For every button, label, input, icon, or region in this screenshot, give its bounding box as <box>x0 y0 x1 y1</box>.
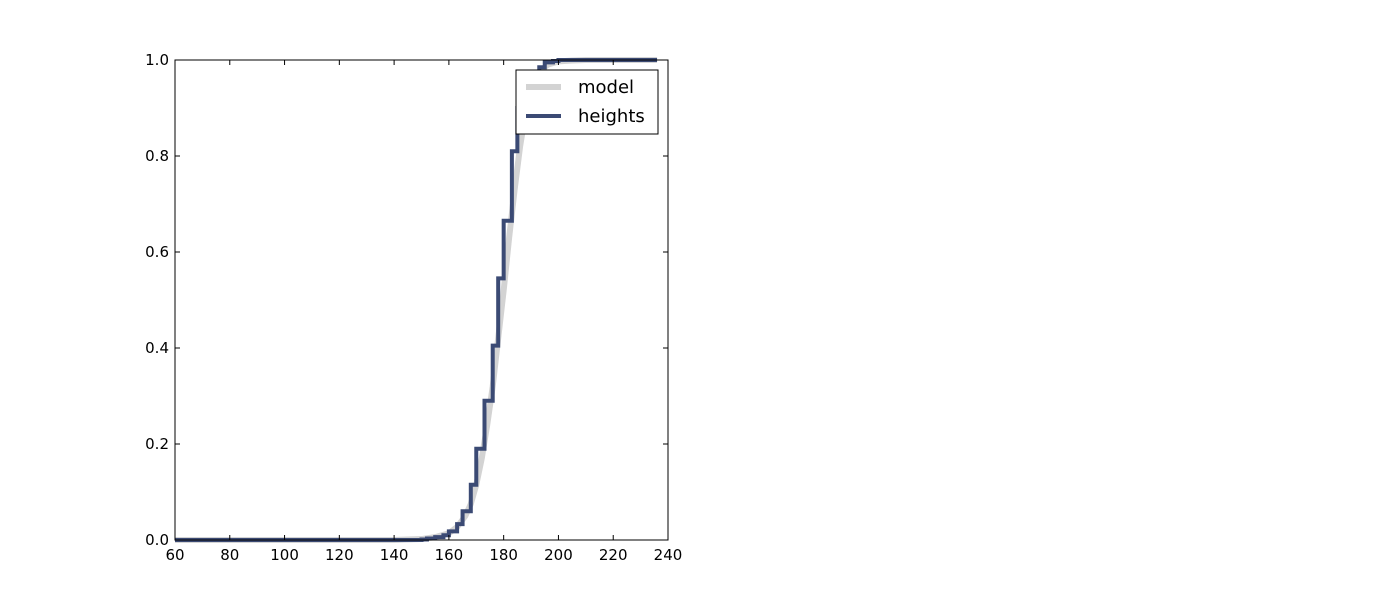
x-tick-label: 140 <box>380 546 409 564</box>
x-tick-label: 180 <box>489 546 518 564</box>
y-tick-label: 0.0 <box>145 531 169 549</box>
legend-label-heights: heights <box>578 106 645 127</box>
x-tick-label: 240 <box>654 546 683 564</box>
legend: model heights <box>515 69 659 135</box>
y-tick-label: 0.6 <box>145 243 169 261</box>
x-tick-label: 60 <box>165 546 184 564</box>
axes-frame <box>174 59 669 541</box>
x-tick-label: 200 <box>544 546 573 564</box>
legend-box <box>515 69 659 135</box>
x-tick-label: 160 <box>435 546 464 564</box>
series-layer <box>175 57 658 543</box>
ticks-layer: 60 80 100 120 140 160 180 200 220 240 0.0 0.2 0.4 0.6… <box>145 51 682 564</box>
y-tick-label: 1.0 <box>145 51 169 69</box>
y-tick-label: 0.4 <box>145 339 169 357</box>
x-tick-label: 220 <box>599 546 628 564</box>
x-tick-label: 80 <box>220 546 239 564</box>
x-tick-label: 100 <box>270 546 299 564</box>
legend-label-model: model <box>578 77 634 98</box>
series-line-heights <box>175 58 658 542</box>
y-tick-label: 0.2 <box>145 435 169 453</box>
y-tick-label: 0.8 <box>145 147 169 165</box>
x-tick-label: 120 <box>325 546 354 564</box>
